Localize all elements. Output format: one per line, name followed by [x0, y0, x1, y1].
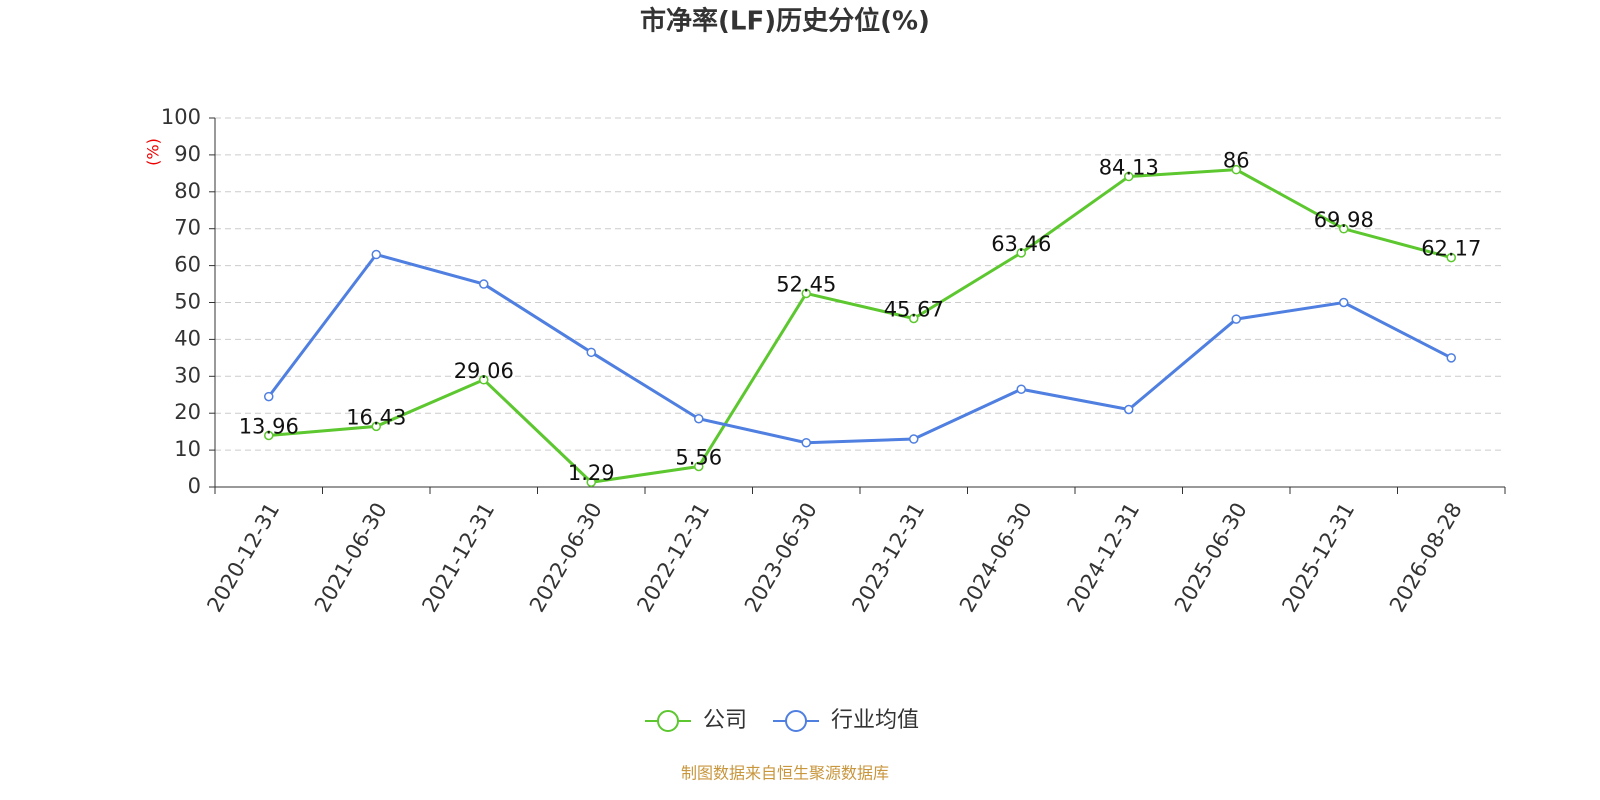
x-tick-label: 2022-12-31 [632, 499, 714, 617]
data-point [371, 249, 381, 260]
y-tick-label: 50 [174, 290, 201, 314]
data-point [1016, 384, 1026, 394]
data-label: 62.17 [1421, 237, 1481, 261]
y-tick-label: 70 [174, 216, 201, 240]
x-tick-label: 2023-12-31 [847, 499, 929, 617]
data-point [371, 421, 381, 432]
data-point [1231, 164, 1241, 175]
y-tick-label: 100 [161, 105, 201, 129]
data-point [479, 279, 489, 289]
data-point [1124, 171, 1134, 182]
x-tick-label: 2024-12-31 [1062, 499, 1144, 617]
data-point [909, 434, 919, 444]
data-label: 13.96 [239, 414, 299, 438]
legend-label: 公司 [703, 708, 747, 733]
data-label: 1.29 [568, 461, 615, 485]
data-label: 45.67 [884, 297, 944, 321]
data-point [801, 288, 811, 299]
y-tick-label: 0 [188, 474, 201, 498]
data-point [264, 430, 274, 441]
x-tick-label: 2022-06-30 [525, 499, 607, 617]
y-tick-label: 90 [174, 142, 201, 166]
data-label: 84.13 [1099, 156, 1159, 180]
y-tick-label: 20 [174, 400, 201, 424]
x-tick-label: 2020-12-31 [202, 499, 284, 617]
data-label: 5.56 [675, 445, 722, 469]
source-note: 制图数据来自恒生聚源数据库 [681, 764, 889, 783]
x-tick-label: 2025-06-30 [1170, 499, 1252, 617]
data-point [479, 375, 489, 385]
x-tick-label: 2026-08-28 [1385, 499, 1467, 617]
data-point [1124, 404, 1134, 415]
data-point [801, 437, 811, 448]
data-label: 86 [1223, 149, 1250, 173]
data-label: 52.45 [776, 272, 836, 296]
data-point [1339, 297, 1349, 308]
data-label: 69.98 [1314, 208, 1374, 232]
y-tick-label: 80 [174, 179, 201, 203]
data-point [694, 461, 704, 472]
data-label: 16.43 [346, 405, 406, 429]
data-point [1446, 353, 1456, 363]
legend-marker [657, 710, 679, 732]
legend-label: 行业均值 [831, 708, 919, 733]
data-point [1231, 314, 1241, 324]
y-tick-label: 40 [174, 326, 201, 350]
data-point [586, 347, 596, 358]
y-tick-label: 30 [174, 363, 201, 387]
y-axis-label: (%) [144, 138, 163, 166]
x-tick-label: 2021-06-30 [310, 499, 392, 617]
data-point [586, 477, 596, 487]
y-tick-label: 10 [174, 437, 201, 461]
data-point [1446, 252, 1456, 263]
data-point [1016, 248, 1026, 258]
data-point [264, 391, 274, 402]
legend-marker [785, 710, 808, 732]
x-tick-label: 2025-12-31 [1277, 499, 1359, 617]
y-tick-label: 60 [174, 253, 201, 277]
series-line [267, 252, 1452, 445]
data-label: 29.06 [454, 359, 514, 383]
data-point [1339, 224, 1349, 234]
series-line [268, 168, 1452, 484]
x-tick-label: 2024-06-30 [955, 499, 1037, 617]
chart-title: 市净率(LF)历史分位(%) [640, 6, 930, 37]
x-tick-label: 2023-06-30 [740, 499, 822, 617]
x-tick-label: 2021-12-31 [417, 499, 499, 617]
data-label: 63.46 [991, 232, 1051, 256]
data-point [909, 313, 919, 324]
data-point [694, 413, 704, 424]
